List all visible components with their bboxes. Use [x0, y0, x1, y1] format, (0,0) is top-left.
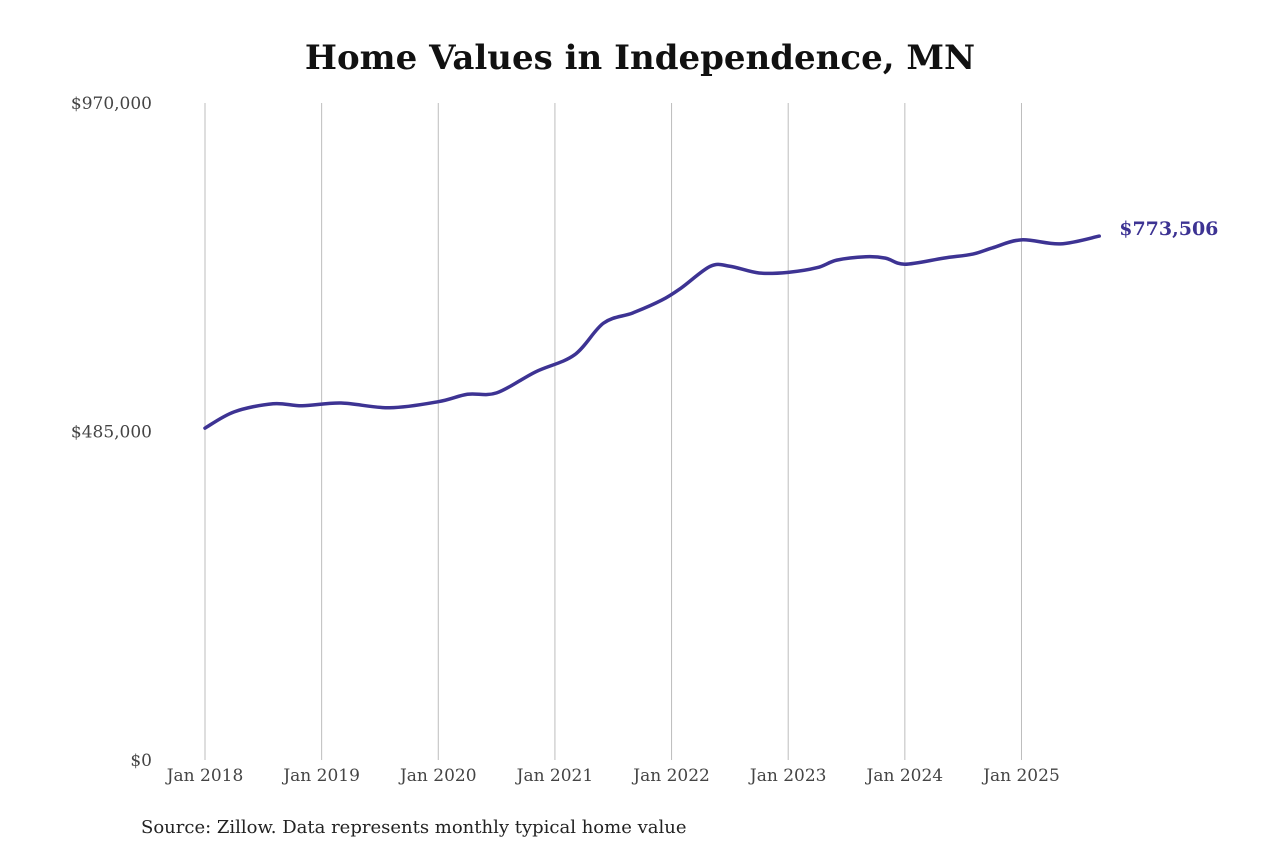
x-tick-label: Jan 2020 [398, 766, 477, 786]
x-tick-label: Jan 2024 [865, 766, 944, 786]
y-tick-label: $485,000 [71, 423, 152, 443]
x-tick-label: Jan 2021 [515, 766, 594, 786]
x-tick-label: Jan 2025 [981, 766, 1060, 786]
source-note: Source: Zillow. Data represents monthly … [141, 817, 687, 838]
x-tick-label: Jan 2019 [281, 766, 360, 786]
chart-title: Home Values in Independence, MN [304, 38, 976, 78]
y-tick-label: $0 [130, 751, 152, 771]
x-tick-label: Jan 2023 [748, 766, 827, 786]
home-value-line [203, 234, 1101, 430]
x-tick-label: Jan 2022 [631, 766, 710, 786]
end-value-label: $773,506 [1119, 218, 1218, 240]
y-tick-label: $970,000 [71, 94, 152, 114]
x-tick-label: Jan 2018 [165, 766, 244, 786]
